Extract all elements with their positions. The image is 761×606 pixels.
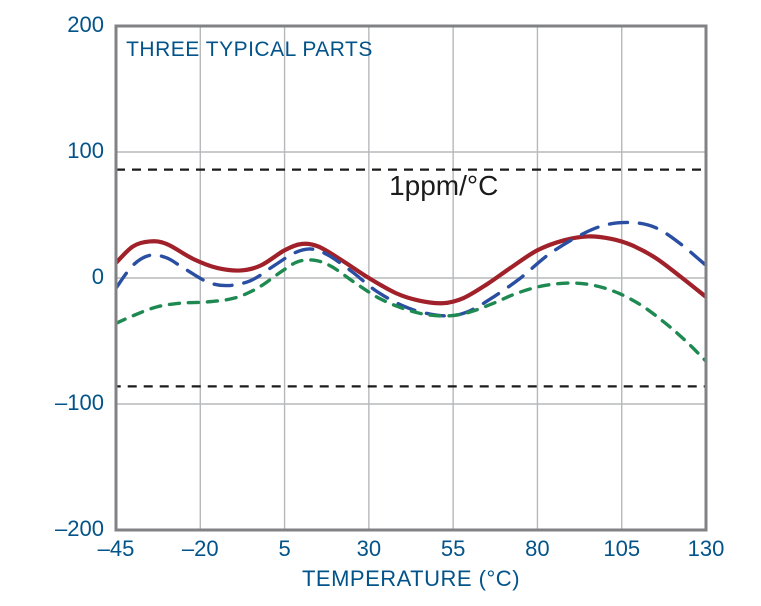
in-plot-title: THREE TYPICAL PARTS: [126, 38, 373, 61]
ppm-label: 1ppm/°C: [389, 170, 498, 201]
x-axis-label: TEMPERATURE (°C): [302, 566, 520, 591]
line-chart: –200–1000100200–45–205305580105130TEMPER…: [0, 0, 761, 606]
x-tick-label: 105: [603, 536, 640, 561]
x-tick-label: –20: [182, 536, 219, 561]
x-tick-label: 80: [525, 536, 549, 561]
x-tick-label: 30: [357, 536, 381, 561]
x-tick-label: 130: [688, 536, 725, 561]
y-tick-label: 200: [67, 12, 104, 37]
x-tick-label: –45: [98, 536, 135, 561]
y-tick-label: 0: [92, 264, 104, 289]
y-tick-label: 100: [67, 138, 104, 163]
x-tick-label: 5: [278, 536, 290, 561]
x-tick-label: 55: [441, 536, 465, 561]
chart-container: –200–1000100200–45–205305580105130TEMPER…: [0, 0, 761, 606]
y-tick-label: –100: [55, 390, 104, 415]
